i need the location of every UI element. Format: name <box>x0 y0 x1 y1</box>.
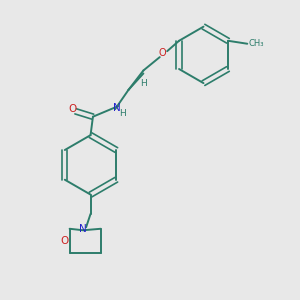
Text: H: H <box>140 80 147 88</box>
Text: O: O <box>159 48 166 58</box>
Text: N: N <box>113 103 121 112</box>
Text: H: H <box>119 109 126 118</box>
Text: O: O <box>60 236 68 246</box>
Text: N: N <box>79 224 87 234</box>
Text: CH₃: CH₃ <box>249 39 264 48</box>
Text: O: O <box>68 104 76 114</box>
